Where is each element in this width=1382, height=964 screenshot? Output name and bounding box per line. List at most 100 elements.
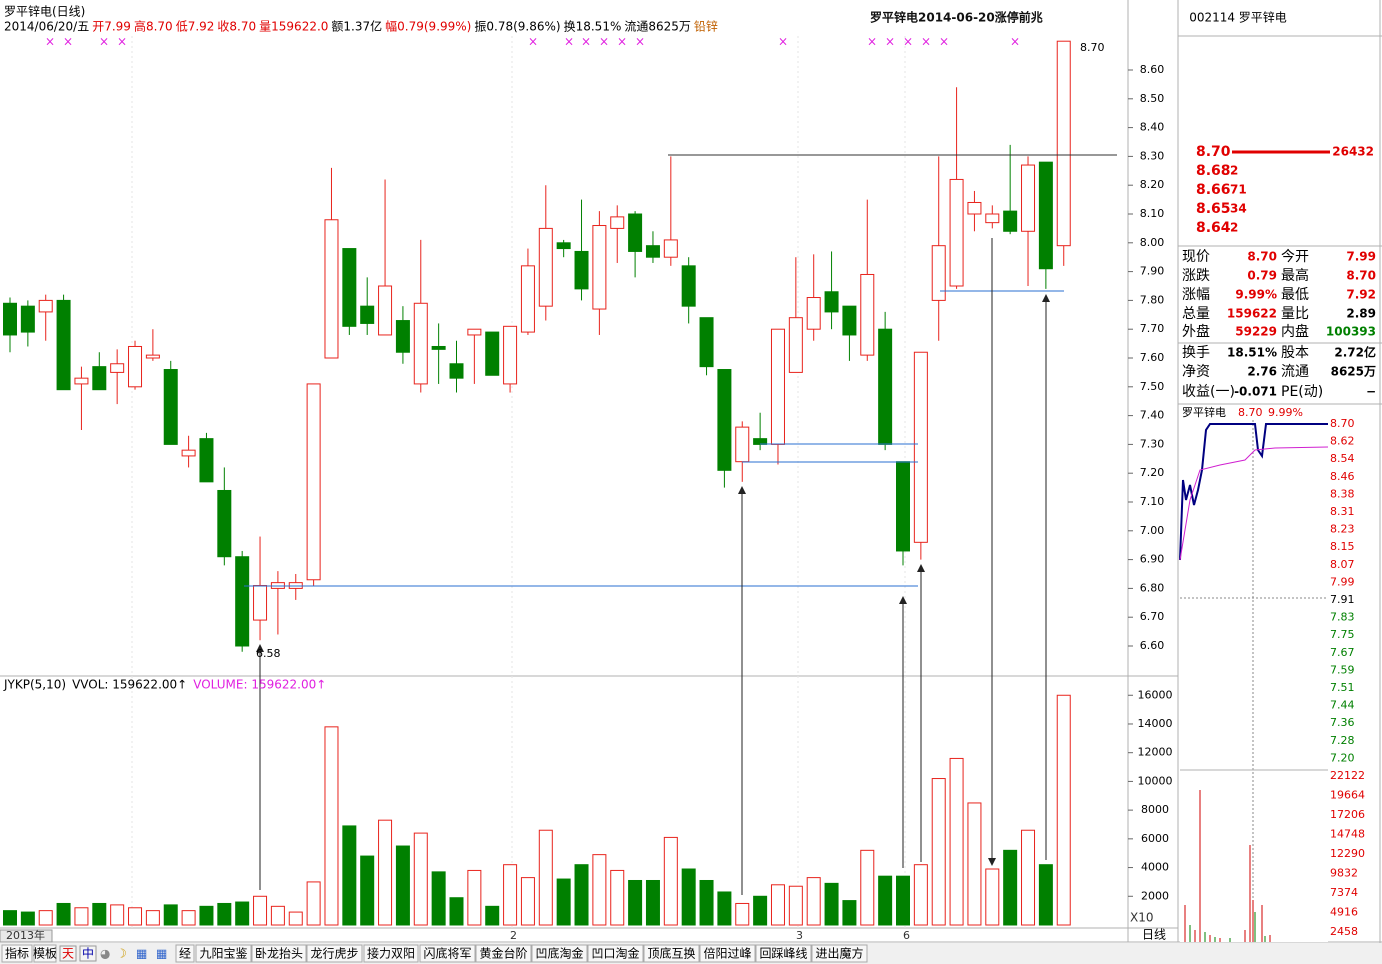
tab[interactable] (587, 944, 644, 963)
tab[interactable] (643, 944, 700, 963)
tab-label[interactable]: 凹口淘金 (591, 946, 639, 961)
intraday-volume-tick: 22122 (1330, 769, 1365, 782)
svg-text:×: × (63, 35, 73, 49)
volume-bar (3, 910, 17, 926)
intraday-price-tick: 7.59 (1330, 663, 1355, 676)
header-field: 低7.92 (176, 20, 215, 34)
candle-body (217, 489, 232, 558)
candle-body (770, 328, 785, 445)
quote-label: 涨跌 (1182, 268, 1210, 284)
volume-bar (753, 895, 768, 926)
header-field: 高8.70 (134, 19, 173, 34)
svg-text:×: × (939, 35, 949, 49)
tab[interactable] (699, 944, 756, 963)
tab[interactable] (306, 944, 363, 963)
svg-text:×: × (1010, 35, 1020, 49)
tab[interactable] (475, 944, 532, 963)
tab-label[interactable]: 接力双阳 (367, 946, 415, 961)
volume-bar (842, 900, 857, 926)
order-volume: 2 (1230, 221, 1238, 235)
volume-bar (395, 845, 410, 926)
tab-label[interactable]: 卧龙抬头 (255, 947, 303, 961)
candle-body (628, 213, 643, 252)
tab[interactable] (33, 944, 57, 963)
volume-tick-label: 16000 (1138, 688, 1173, 701)
quote-value: 100393 (1326, 325, 1376, 339)
candle-body (735, 426, 750, 463)
tab-label[interactable]: 闪底将军 (423, 946, 471, 961)
volume-bar (681, 868, 696, 926)
volume-bar (56, 902, 71, 926)
volume-bar (949, 757, 964, 926)
volume-tick-label: 4000 (1141, 861, 1169, 874)
intraday-price-tick: 8.62 (1330, 435, 1355, 448)
tab-label[interactable]: 回踩峰线 (759, 947, 807, 961)
y-tick-label: 8.20 (1140, 178, 1165, 191)
intraday-price-tick: 8.15 (1330, 540, 1355, 553)
volume-bar (199, 905, 214, 926)
svg-text:▦: ▦ (136, 947, 147, 961)
svg-text:天: 天 (62, 947, 74, 961)
y-tick-label: 8.00 (1140, 236, 1165, 249)
tab-label[interactable]: 顶底互换 (647, 946, 695, 961)
intraday-volume-tick: 2458 (1330, 925, 1358, 938)
quote-label: 最高 (1281, 267, 1309, 284)
tab[interactable] (531, 944, 588, 963)
period[interactable]: 日线 (1142, 928, 1166, 942)
y-tick-label: 8.40 (1140, 121, 1165, 134)
intraday-price-tick: 7.99 (1330, 575, 1355, 588)
order-price: 8.70 (1196, 144, 1231, 160)
tab-label[interactable]: 进出魔方 (815, 946, 863, 961)
intraday-price-tick: 7.36 (1330, 716, 1355, 729)
tab-label[interactable]: 倍阳过峰 (703, 946, 751, 961)
candle-body (163, 369, 178, 445)
y-tick-label: 7.20 (1140, 466, 1165, 479)
intraday-price-tick: 8.70 (1330, 417, 1355, 430)
tab[interactable] (811, 944, 868, 963)
y-tick-label: 8.30 (1140, 149, 1165, 162)
tab-label[interactable]: 黄金台阶 (479, 946, 527, 961)
intraday-volume-tick: 14748 (1330, 828, 1365, 841)
tab[interactable] (195, 944, 252, 963)
candle-body (592, 225, 607, 310)
tab[interactable] (419, 944, 476, 963)
tab-label[interactable]: 龙行虎步 (310, 947, 358, 961)
x-axis-label: 3 (796, 929, 803, 942)
y-tick-label: 6.60 (1140, 639, 1165, 652)
volume-bar (163, 904, 178, 926)
tab[interactable] (755, 944, 812, 963)
tab[interactable] (251, 944, 307, 963)
candle-body (503, 325, 518, 385)
quote-value: 0.79 (1247, 269, 1277, 283)
volume-tick-label: 10000 (1138, 774, 1173, 787)
volume-bar (431, 871, 446, 926)
order-volume: 2 (1230, 164, 1238, 178)
tab[interactable] (175, 944, 195, 963)
intraday-volume-tick: 9832 (1330, 867, 1358, 880)
tab-label[interactable]: 九阳宝鉴 (199, 947, 247, 961)
tab[interactable] (1, 944, 33, 963)
candle-body (360, 305, 375, 324)
quote-label: 现价 (1182, 249, 1210, 265)
tab[interactable] (363, 944, 419, 963)
tab-label[interactable]: 模板 (33, 947, 57, 961)
svg-text:☽: ☽ (116, 947, 127, 961)
candle-body (538, 227, 553, 307)
order-volume: 26432 (1332, 145, 1374, 159)
indicator-label: VOLUME: 159622.00↑ (193, 678, 326, 692)
candle-body (3, 302, 17, 336)
candle-body (431, 345, 446, 350)
tab-label[interactable]: 凹底淘金 (535, 946, 583, 961)
volume-bar (253, 895, 268, 926)
quote-label: 外盘 (1182, 323, 1210, 340)
intraday-price-tick: 7.83 (1330, 611, 1355, 624)
quote-value: − (1366, 385, 1376, 399)
order-price: 8.65 (1196, 201, 1231, 217)
tab-label[interactable]: 指标 (5, 946, 29, 961)
tab-label[interactable]: 经 (179, 947, 191, 961)
candle-body (610, 216, 625, 229)
volume-bar (574, 864, 589, 926)
order-volume: 34 (1230, 202, 1247, 216)
intraday (1179, 406, 1329, 942)
quote-label: 总量 (1182, 306, 1210, 322)
